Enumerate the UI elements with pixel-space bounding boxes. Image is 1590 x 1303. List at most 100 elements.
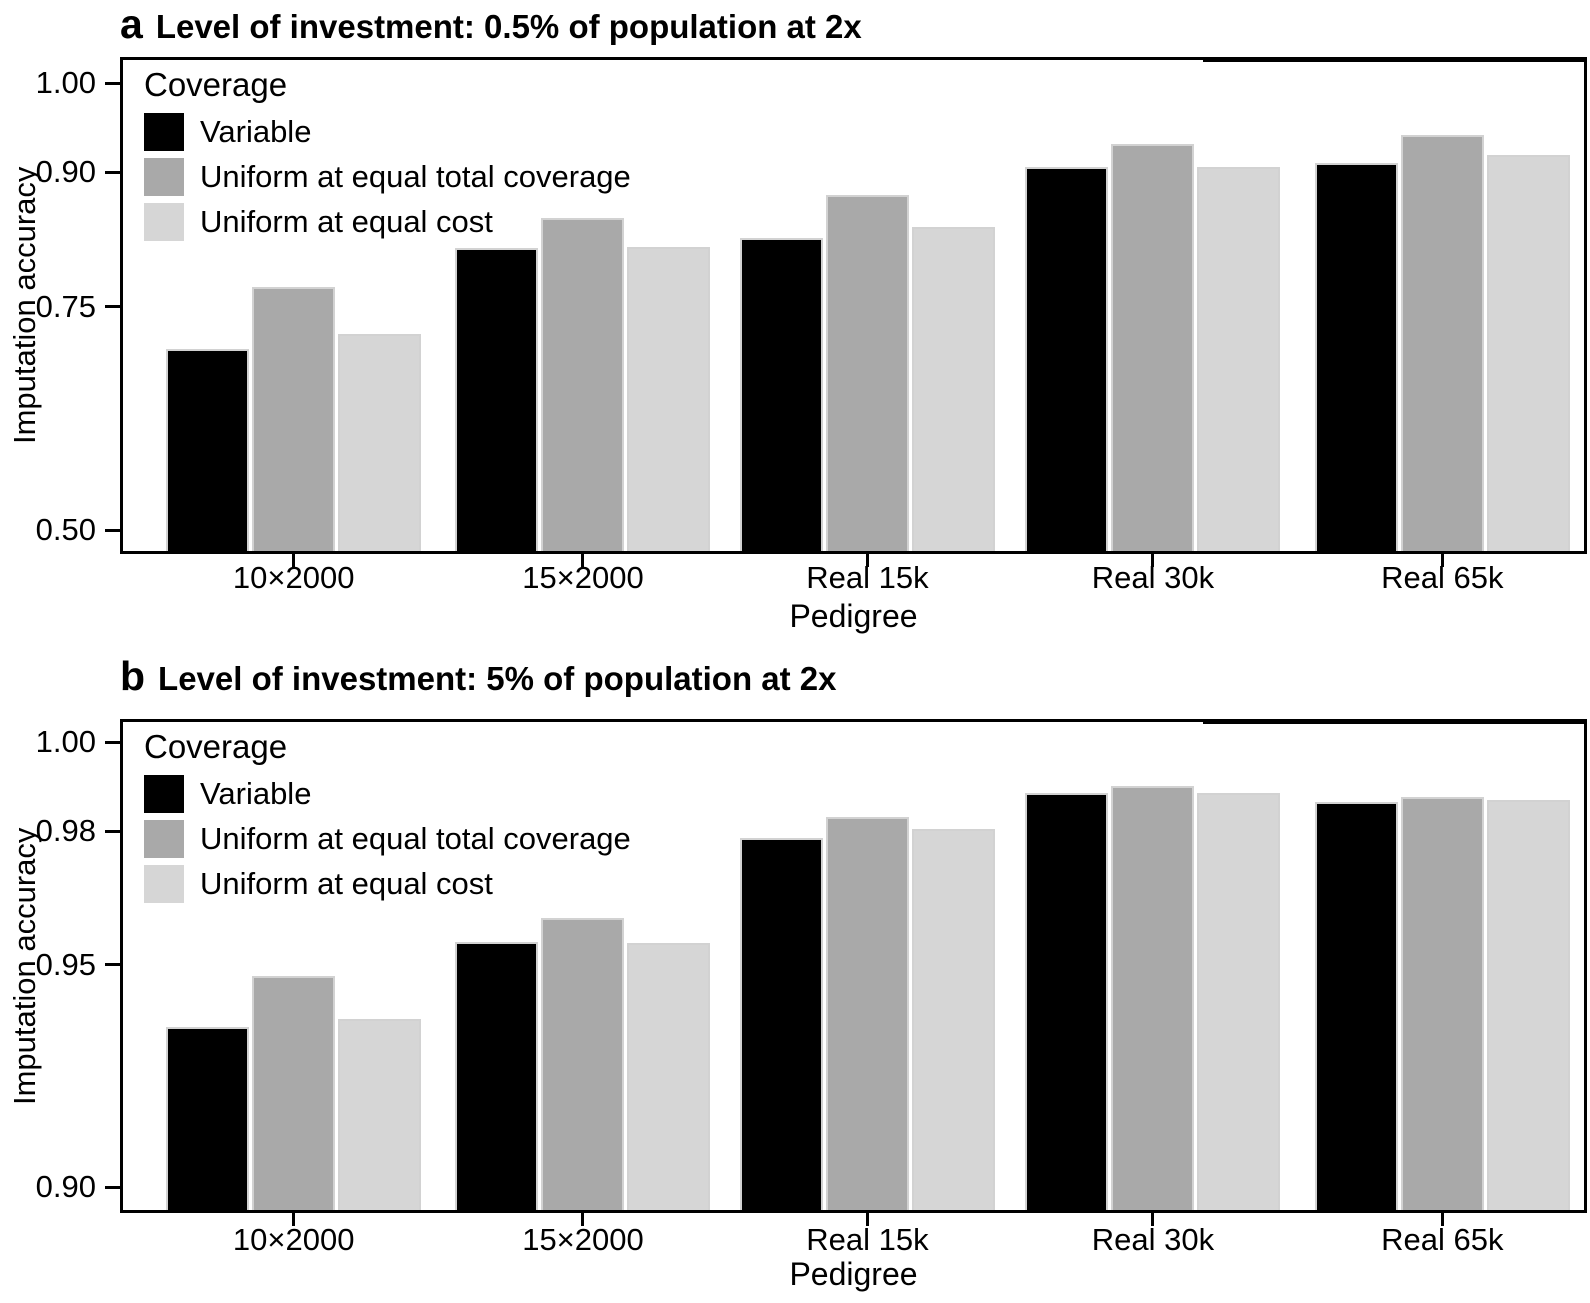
bars-layer-b [120, 719, 1587, 1213]
y-tick-label: 0.75 [35, 288, 96, 324]
x-category-label: Real 15k [806, 1222, 929, 1257]
legend-swatch [144, 203, 184, 241]
y-tick-mark [105, 740, 120, 744]
bar [1111, 785, 1195, 1213]
x-tick-mark [581, 1213, 585, 1226]
legend-item: Uniform at equal total coverage [144, 820, 631, 858]
bar [1314, 162, 1398, 554]
legend-swatch [144, 775, 184, 813]
y-tick-mark [105, 1185, 120, 1189]
legend-title-b: Coverage [144, 728, 288, 765]
bar [338, 1018, 422, 1213]
panel-b-letter: b [120, 653, 146, 699]
legend-item-label: Variable [200, 114, 312, 149]
legend-swatch [144, 820, 184, 858]
bar [1197, 167, 1281, 554]
legend-item-label: Variable [200, 776, 312, 811]
bar [541, 218, 625, 554]
x-category-label: 10×2000 [232, 1222, 355, 1257]
legend-swatch [144, 865, 184, 903]
legend-item: Uniform at equal cost [144, 203, 631, 241]
y-tick-mark [105, 963, 120, 967]
legend-a: Coverage Variable Uniform at equal total … [144, 67, 631, 248]
x-category-label: 10×2000 [232, 560, 355, 595]
bar [338, 334, 422, 554]
x-tick-mark [1440, 554, 1444, 567]
bar [252, 976, 336, 1213]
bar [1486, 154, 1570, 554]
legend-item: Uniform at equal total coverage [144, 158, 631, 196]
bar [541, 917, 625, 1213]
x-category-label: Real 65k [1381, 560, 1504, 595]
bar [455, 247, 539, 554]
bars-layer-a [120, 57, 1587, 554]
x-category-label: Real 65k [1381, 1222, 1504, 1257]
y-tick-label: 0.90 [35, 1169, 96, 1205]
y-tick-mark [105, 305, 120, 309]
x-tick-mark [1440, 1213, 1444, 1226]
bar [739, 837, 823, 1213]
y-tick-label: 0.95 [35, 946, 96, 982]
panel-a-letter: a [120, 1, 143, 47]
y-tick-mark [105, 81, 120, 85]
bar [911, 226, 995, 554]
legend-item-label: Uniform at equal total coverage [200, 159, 631, 194]
panel-b-title-text: Level of investment: 5% of population at… [158, 660, 837, 697]
legend-item: Variable [144, 775, 631, 813]
legend-b: Coverage Variable Uniform at equal total … [144, 729, 631, 910]
bar [1400, 796, 1484, 1213]
x-tick-mark [1151, 554, 1155, 567]
x-tick-mark [292, 1213, 296, 1226]
legend-title-a: Coverage [144, 66, 288, 103]
legend-item-label: Uniform at equal cost [200, 204, 493, 239]
x-category-label: 15×2000 [522, 1222, 644, 1257]
bar [252, 286, 336, 554]
y-tick-label: 0.90 [35, 154, 96, 190]
bar [911, 829, 995, 1213]
x-category-label: 15×2000 [522, 560, 644, 595]
legend-item: Uniform at equal cost [144, 865, 631, 903]
x-category-label: Real 15k [806, 560, 929, 595]
bar [825, 816, 909, 1213]
bar [739, 237, 823, 554]
x-tick-mark [865, 554, 869, 567]
x-tick-mark [581, 554, 585, 567]
legend-item-label: Uniform at equal total coverage [200, 821, 631, 856]
x-axis-label-a: Pedigree [789, 598, 918, 634]
bar [1197, 792, 1281, 1213]
y-tick-label: 0.50 [35, 512, 96, 548]
x-category-label: Real 30k [1091, 560, 1215, 595]
y-tick-mark [105, 528, 120, 532]
y-tick-mark [105, 170, 120, 174]
x-tick-mark [292, 554, 296, 567]
y-tick-label: 1.00 [35, 724, 96, 760]
bar [825, 194, 909, 554]
bar [455, 942, 539, 1213]
bar [627, 943, 711, 1213]
bar [166, 1026, 250, 1213]
bar [1111, 143, 1195, 554]
bar [166, 348, 250, 554]
bar [1400, 134, 1484, 554]
panel-b-title: b Level of investment: 5% of population a… [120, 654, 836, 701]
plot-area-a: Coverage Variable Uniform at equal total … [120, 57, 1587, 554]
bar [1486, 800, 1570, 1213]
legend-item: Variable [144, 113, 631, 151]
y-tick-label: 0.98 [35, 813, 96, 849]
bar [1314, 801, 1398, 1213]
panel-a-title-text: Level of investment: 0.5% of population … [155, 8, 862, 45]
legend-items-b: Variable Uniform at equal total coverage U… [144, 775, 631, 903]
legend-swatch [144, 113, 184, 151]
x-tick-mark [865, 1213, 869, 1226]
x-axis-label-b: Pedigree [789, 1256, 918, 1292]
y-tick-mark [105, 829, 120, 833]
bar [1025, 167, 1109, 554]
bar [1025, 792, 1109, 1213]
y-tick-label: 1.00 [35, 65, 96, 101]
bar [627, 246, 711, 554]
legend-item-label: Uniform at equal cost [200, 866, 493, 901]
x-category-label: Real 30k [1091, 1222, 1215, 1257]
x-tick-mark [1151, 1213, 1155, 1226]
legend-items-a: Variable Uniform at equal total coverage U… [144, 113, 631, 241]
